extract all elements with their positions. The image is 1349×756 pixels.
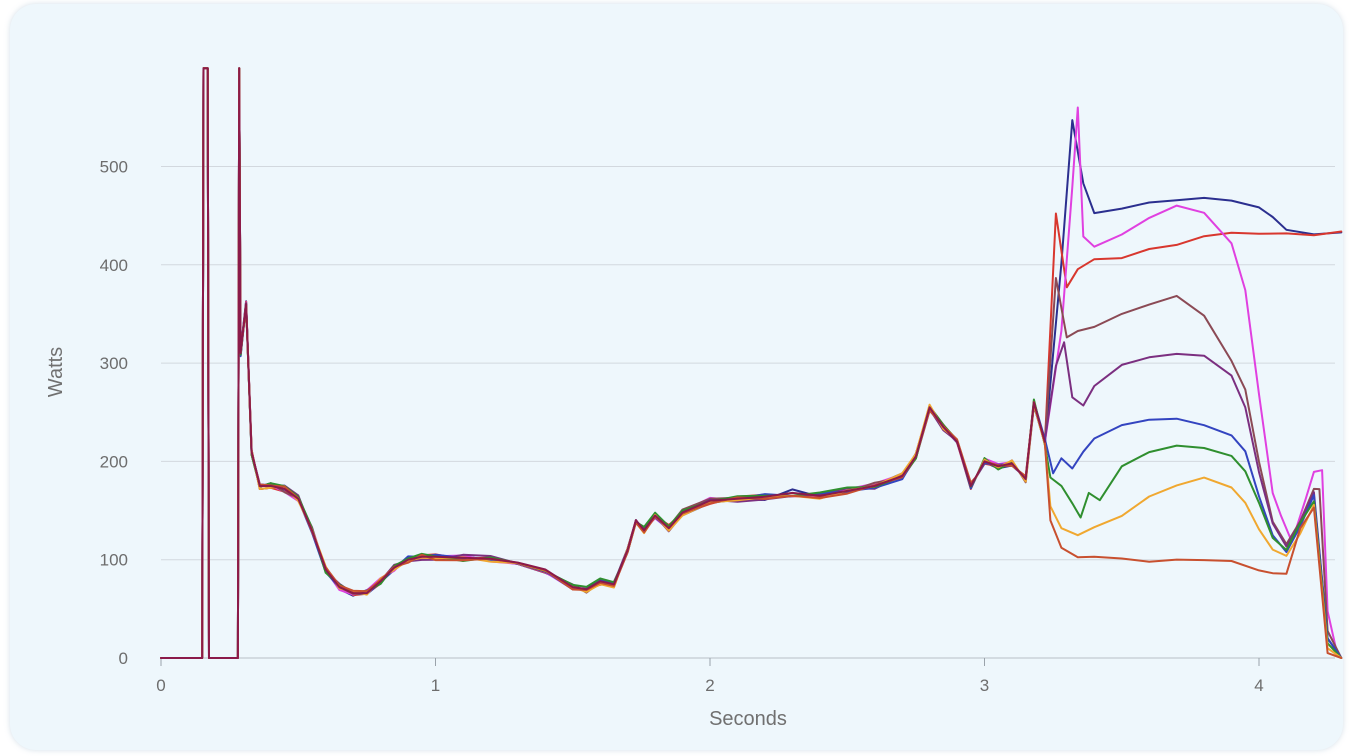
- y-tick-label-0: 0: [119, 649, 128, 668]
- x-tick-label-2: 2: [705, 676, 714, 695]
- grid-lines: [160, 166, 1335, 666]
- tick-labels: 0 100 200 300 400 500 0 1 2 3 4: [100, 158, 1264, 696]
- x-tick-label-4: 4: [1254, 676, 1263, 695]
- y-axis-title: Watts: [45, 347, 67, 397]
- y-tick-label-3: 300: [100, 354, 128, 373]
- x-axis-title: Seconds: [709, 708, 787, 730]
- series-line-shared-overlay: [160, 67, 1046, 659]
- y-tick-label-5: 500: [100, 158, 128, 177]
- y-tick-label-4: 400: [100, 256, 128, 275]
- chart-card: [10, 4, 1343, 750]
- y-tick-label-2: 200: [100, 452, 128, 471]
- y-tick-label-1: 100: [100, 551, 128, 570]
- x-tick-label-1: 1: [431, 676, 440, 695]
- x-tick-label-3: 3: [980, 676, 989, 695]
- series-line-3: [160, 67, 1343, 659]
- x-tick-label-0: 0: [156, 676, 165, 695]
- series-group: [160, 67, 1343, 659]
